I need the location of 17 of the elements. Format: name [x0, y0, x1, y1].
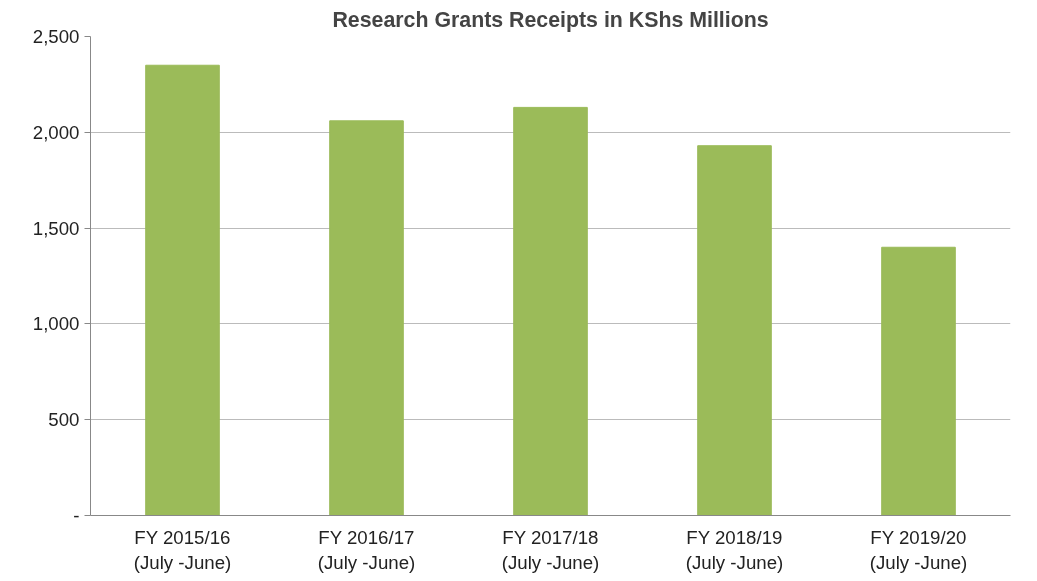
y-tick-label: 2,000 — [32, 121, 80, 143]
y-tick-label: 2,500 — [32, 26, 80, 47]
x-tick-label: FY 2015/16 (July -June) — [133, 526, 232, 573]
bar — [329, 120, 404, 516]
x-tick-label: FY 2017/18 (July -June) — [501, 526, 600, 573]
x-tick-label: FY 2018/19 (July -June) — [685, 526, 784, 573]
bar — [513, 106, 588, 516]
bar — [697, 145, 772, 516]
bar — [145, 64, 220, 516]
y-tick-label: 1,000 — [32, 313, 80, 335]
y-tick-label: 500 — [48, 409, 80, 431]
x-tick-label: FY 2019/20 (July -June) — [869, 526, 968, 573]
y-tick-label: 1,500 — [32, 217, 80, 239]
y-tick-label: - — [73, 505, 80, 526]
chart-title: Research Grants Receipts in KShs Millions — [332, 7, 769, 32]
bar — [881, 246, 956, 516]
x-tick-label: FY 2016/17 (July -June) — [317, 526, 416, 573]
